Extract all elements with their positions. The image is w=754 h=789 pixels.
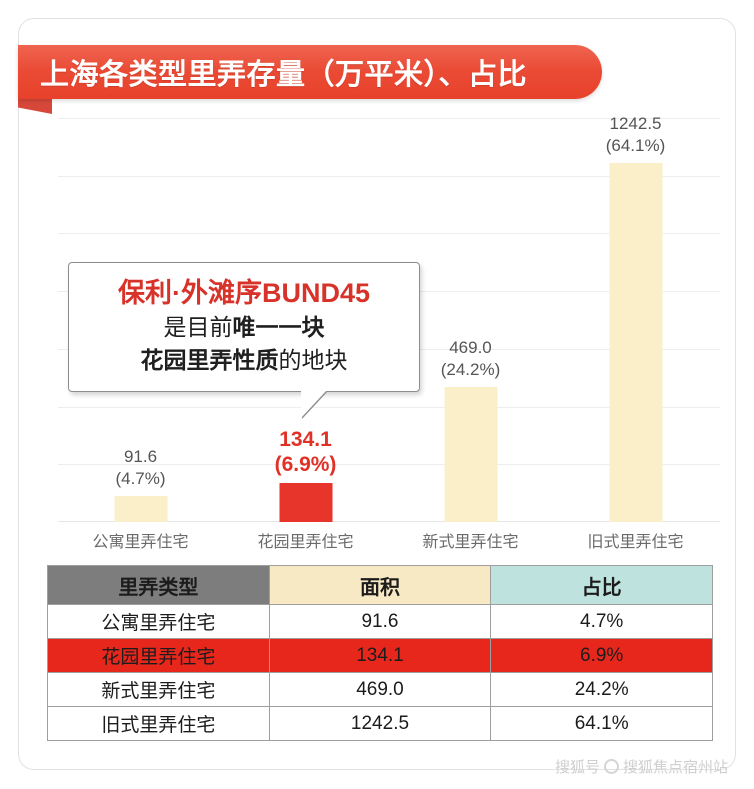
- sohu-logo-icon: [603, 759, 619, 774]
- bar-share: (64.1%): [605, 136, 666, 156]
- watermark-text-before: 搜狐号: [554, 759, 600, 776]
- bar-value: 134.1: [279, 428, 332, 452]
- bar-value-label: 134.1 (6.9%): [275, 427, 337, 477]
- table-cell-area: 91.6: [268, 604, 492, 639]
- bar: [114, 495, 167, 522]
- table-cell-type: 新式里弄住宅: [47, 672, 270, 707]
- table-body: 公寓里弄住宅 91.6 4.7% 花园里弄住宅 134.1 6.9% 新式里弄住宅 469.0…: [47, 604, 713, 741]
- callout-line3-emphasis: 花园里弄性质: [140, 347, 279, 373]
- bar-value-label: 91.6 (4.7%): [115, 446, 165, 490]
- bar-group: 134.1 (6.9%): [223, 118, 388, 522]
- table-cell-area: 1242.5: [268, 706, 492, 741]
- watermark: 搜狐号 搜狐焦点宿州站: [555, 756, 728, 777]
- table-cell-type: 旧式里弄住宅: [47, 706, 270, 741]
- bar-group: 91.6 (4.7%): [58, 118, 223, 522]
- gridline: [58, 175, 720, 177]
- table-header-area: 面积: [268, 565, 492, 605]
- ribbon-body: 上海各类型里弄存量（万平米）、占比: [18, 45, 602, 99]
- gridline: [58, 406, 720, 408]
- table-cell-area: 134.1: [268, 638, 492, 673]
- bar-group: 469.0 (24.2%): [388, 118, 553, 522]
- bar-group: 1242.5 (64.1%): [553, 114, 718, 522]
- table-cell-type: 公寓里弄住宅: [47, 604, 270, 639]
- data-table: 里弄类型 面积 占比 公寓里弄住宅 91.6 4.7% 花园里弄住宅 134.1 6.9%…: [47, 565, 713, 741]
- bar-value: 469.0: [449, 337, 492, 357]
- bar-share: (6.9%): [274, 453, 337, 477]
- table-row: 公寓里弄住宅 91.6 4.7%: [47, 604, 713, 639]
- table-row: 旧式里弄住宅 1242.5 64.1%: [47, 706, 713, 741]
- category-label-2: 花园里弄住宅: [257, 534, 354, 551]
- callout-title: 保利·外滩序BUND45: [117, 278, 371, 308]
- bar-value-label: 469.0 (24.2%): [441, 337, 501, 381]
- bar-share: (4.7%): [115, 468, 166, 488]
- callout-line-3: 花园里弄性质的地块: [69, 344, 419, 377]
- callout-line2-emphasis: 唯一一块: [232, 314, 325, 340]
- table-head: 里弄类型 面积 占比: [47, 565, 713, 605]
- callout-line-2: 是目前唯一一块: [69, 311, 419, 344]
- category-label-1: 公寓里弄住宅: [92, 534, 189, 551]
- chart-category-axis: 公寓里弄住宅 花园里弄住宅 新式里弄住宅 旧式里弄住宅: [58, 528, 720, 556]
- callout-tail: [301, 390, 327, 418]
- title-banner: 上海各类型里弄存量（万平米）、占比: [0, 45, 620, 114]
- table-cell-share: 6.9%: [490, 638, 713, 673]
- table-cell-share: 24.2%: [490, 672, 713, 707]
- callout-line2-prefix: 是目前: [163, 314, 233, 340]
- gridline: [58, 118, 720, 119]
- table-row: 花园里弄住宅 134.1 6.9%: [47, 638, 713, 673]
- table-cell-area: 469.0: [268, 672, 492, 707]
- table-cell-share: 64.1%: [490, 706, 713, 741]
- bar-value: 1242.5: [609, 114, 662, 134]
- gridline: [58, 233, 720, 235]
- bar: [279, 483, 332, 522]
- table-cell-type: 花园里弄住宅: [47, 638, 270, 673]
- table-header-share: 占比: [490, 565, 713, 605]
- category-label-3: 新式里弄住宅: [422, 534, 519, 551]
- bar-chart: 91.6 (4.7%) 134.1 (6.9%) 469.0 (24.2%) 1242.5(…: [58, 114, 720, 522]
- bar-value: 91.6: [123, 446, 158, 466]
- bar: [444, 386, 497, 522]
- table-header-type: 里弄类型: [47, 565, 270, 605]
- bar-share: (24.2%): [440, 359, 501, 379]
- watermark-text-after: 搜狐焦点宿州站: [622, 759, 728, 776]
- bar-value-label: 1242.5 (64.1%): [606, 113, 666, 157]
- callout-line3-suffix: 的地块: [278, 347, 348, 373]
- table-header-row: 里弄类型 面积 占比: [47, 565, 713, 605]
- table-cell-share: 4.7%: [490, 604, 713, 639]
- bar: [609, 163, 662, 522]
- page-title: 上海各类型里弄存量（万平米）、占比: [40, 59, 528, 91]
- table-row: 新式里弄住宅 469.0 24.2%: [47, 672, 713, 707]
- gridline: [58, 464, 720, 466]
- callout-bubble: 保利·外滩序BUND45 是目前唯一一块 花园里弄性质的地块: [68, 262, 420, 418]
- chart-baseline: [58, 521, 720, 522]
- category-label-4: 旧式里弄住宅: [587, 534, 684, 551]
